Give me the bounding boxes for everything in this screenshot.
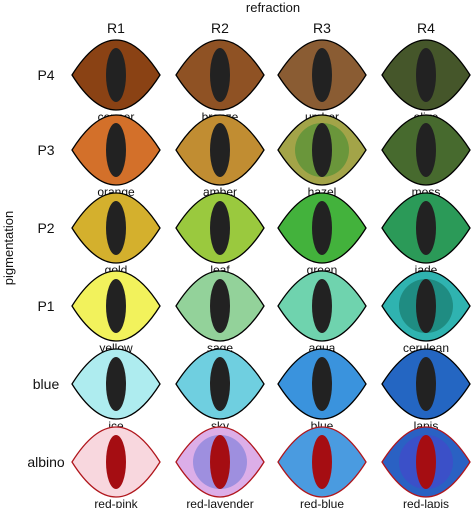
row-label: P4 (37, 67, 54, 83)
eye-outline (277, 114, 367, 186)
eye-outline (277, 192, 367, 264)
eye-ice: ice (71, 348, 161, 433)
eye-jade: jade (381, 192, 471, 277)
eye-leaf: leaf (175, 192, 265, 277)
eye-bronze: bronze (175, 39, 265, 124)
row-label: albino (27, 454, 65, 470)
eye-red-pink: red-pink (71, 426, 161, 508)
eye-outline (381, 426, 471, 498)
eye-green: green (277, 192, 367, 277)
pupil (106, 357, 126, 411)
eye-red-lavender: red-lavender (175, 426, 265, 508)
eye-outline (175, 192, 265, 264)
eye-outline (175, 426, 265, 498)
eye-outline (71, 348, 161, 420)
pupil (416, 48, 436, 102)
eye-outline (71, 270, 161, 342)
eye-yellow: yellow (71, 270, 161, 355)
column-header: R3 (313, 20, 331, 36)
pupil (106, 123, 126, 177)
eye-label: red-pink (94, 497, 138, 508)
pupil (416, 357, 436, 411)
eye-red-blue: red-blue (277, 426, 367, 508)
pupil (210, 201, 230, 255)
eye-gold: gold (71, 192, 161, 277)
eye-moss: moss (381, 114, 471, 199)
eye-label: red-lavender (186, 497, 253, 508)
pupil (312, 279, 332, 333)
eye-outline (381, 192, 471, 264)
eye-outline (71, 426, 161, 498)
eye-outline (175, 348, 265, 420)
eye-outline (381, 114, 471, 186)
eye-copper: copper (71, 39, 161, 124)
eye-outline (175, 270, 265, 342)
column-header: R1 (107, 20, 125, 36)
pupil (416, 279, 436, 333)
eye-outline (71, 114, 161, 186)
eye-outline (71, 192, 161, 264)
eye-olive: olive (381, 39, 471, 124)
eye-grid: R1 R2 R3 R4 P4 copperbronzeumberolive P3 orange… (27, 20, 471, 508)
eye-label: red-lapis (403, 497, 449, 508)
eye-outline (71, 39, 161, 111)
pupil (312, 48, 332, 102)
row-label: blue (33, 376, 60, 392)
pupil (312, 435, 332, 489)
row-axis-label: pigmentation (1, 211, 16, 285)
eye-amber: amber (175, 114, 265, 199)
pupil (210, 357, 230, 411)
eye-sky: sky (175, 348, 265, 433)
eye-cerulean: cerulean (381, 270, 471, 355)
pupil (106, 435, 126, 489)
eye-lapis: lapis (381, 348, 471, 433)
pupil (210, 123, 230, 177)
eye-outline (381, 39, 471, 111)
eye-hazel: hazel (277, 114, 367, 199)
column-header: R2 (211, 20, 229, 36)
eye-outline (175, 114, 265, 186)
eye-outline (381, 348, 471, 420)
eye-label: red-blue (300, 497, 344, 508)
row-label: P2 (37, 220, 54, 236)
eye-blue: blue (277, 348, 367, 433)
pupil (416, 435, 436, 489)
eye-aqua: aqua (277, 270, 367, 355)
eye-outline (381, 270, 471, 342)
pupil (312, 357, 332, 411)
pupil (416, 201, 436, 255)
eye-umber: umber (277, 39, 367, 124)
pupil (210, 435, 230, 489)
column-header: R4 (417, 20, 435, 36)
eye-outline (277, 426, 367, 498)
pupil (210, 279, 230, 333)
eye-orange: orange (71, 114, 161, 199)
eye-outline (175, 39, 265, 111)
pupil (106, 201, 126, 255)
row-label: P3 (37, 142, 54, 158)
eye-sage: sage (175, 270, 265, 355)
row-label: P1 (37, 298, 54, 314)
eye-outline (277, 270, 367, 342)
eye-red-lapis: red-lapis (381, 426, 471, 508)
pupil (416, 123, 436, 177)
pupil (106, 279, 126, 333)
pupil (312, 123, 332, 177)
eye-outline (277, 348, 367, 420)
pupil (106, 48, 126, 102)
pupil (210, 48, 230, 102)
pupil (312, 201, 332, 255)
column-axis-label: refraction (246, 0, 300, 15)
eye-outline (277, 39, 367, 111)
